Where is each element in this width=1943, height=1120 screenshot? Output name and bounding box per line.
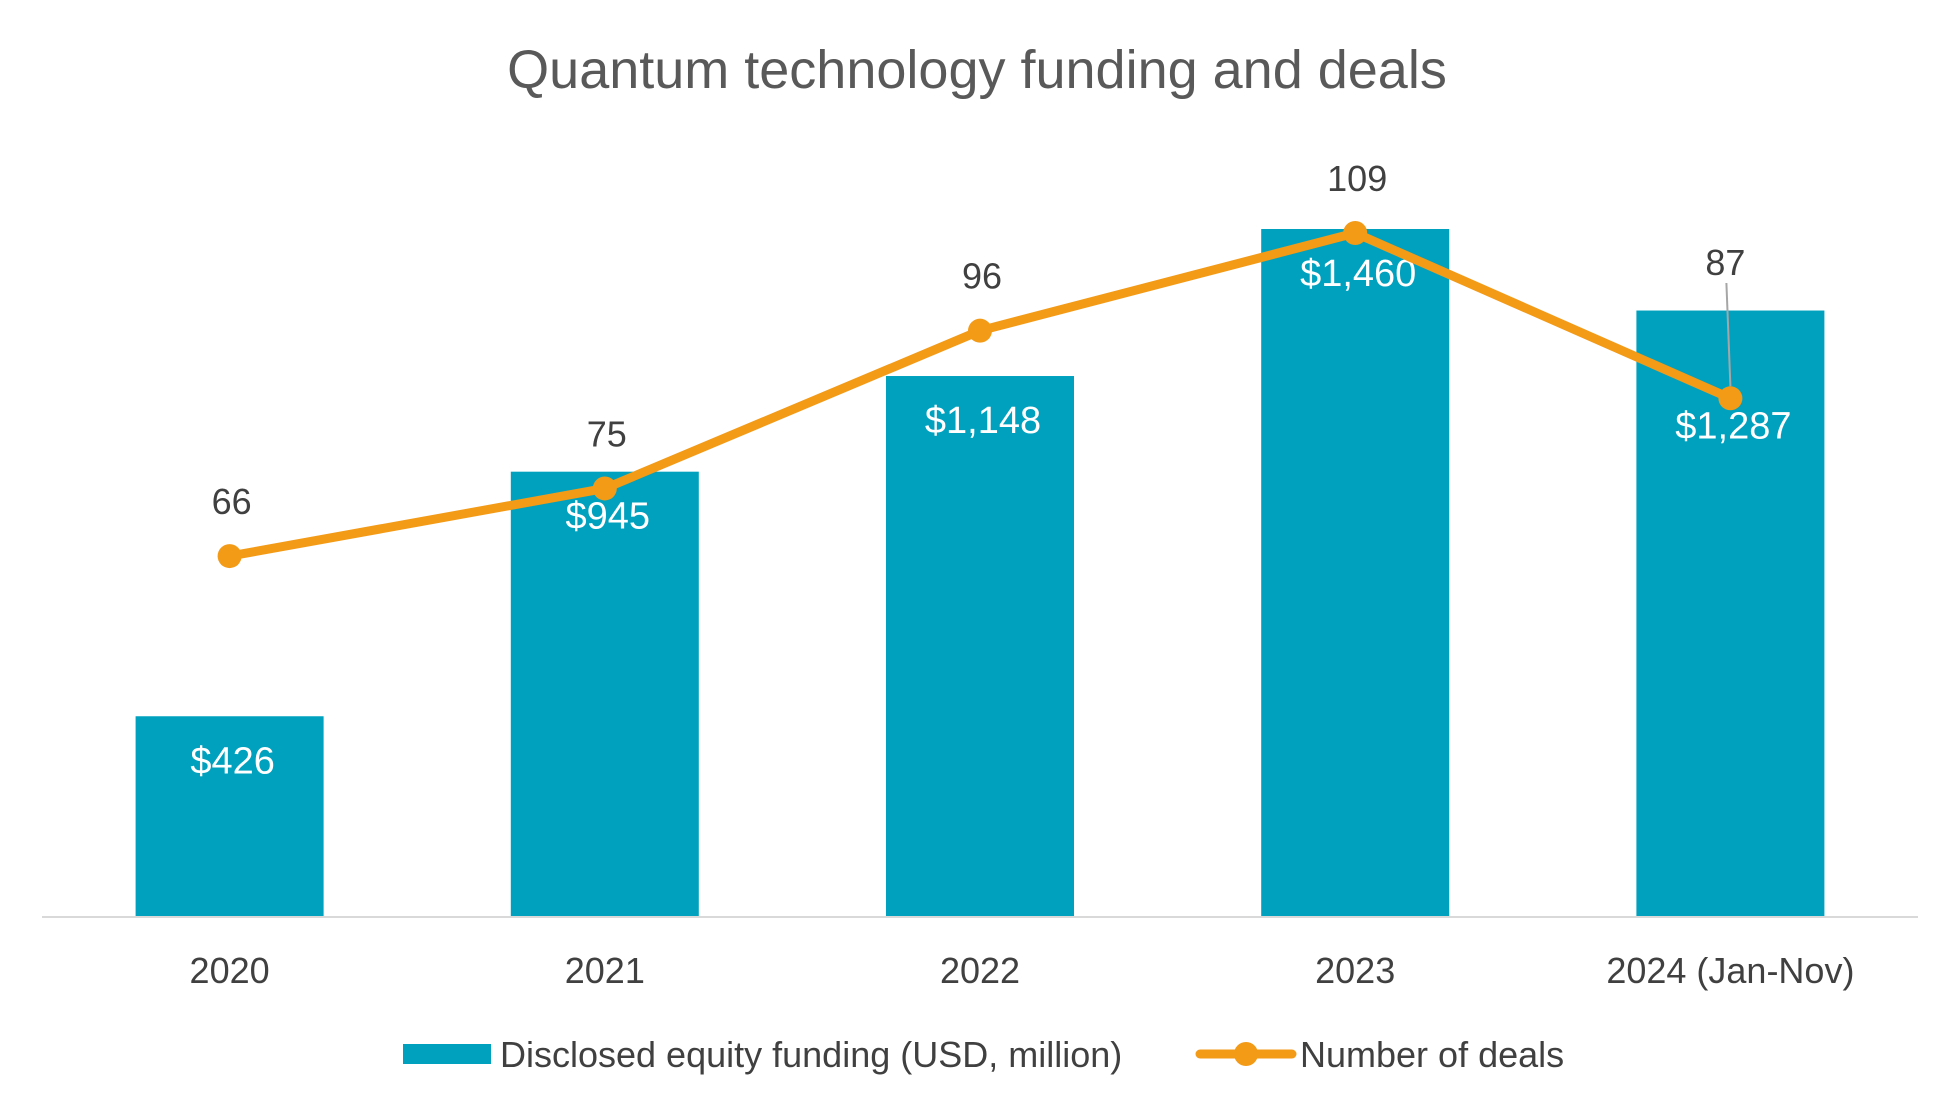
bar-funding-0	[135, 716, 324, 917]
bar-label-funding-2: $1,148	[925, 400, 1041, 442]
bar-label-funding-1: $945	[566, 496, 651, 538]
legend: Disclosed equity funding (USD, million) …	[403, 1034, 1564, 1075]
point-label-deals-3: 109	[1327, 158, 1387, 199]
bar-funding-2	[886, 376, 1074, 917]
point-label-deals-2: 96	[962, 256, 1002, 297]
point-deals-1	[592, 476, 617, 501]
point-deals-3	[1343, 221, 1368, 245]
leader-line-deals-4	[1725, 282, 1732, 387]
x-tick-label-4: 2024 (Jan-Nov)	[1606, 950, 1854, 991]
bar-label-funding-0: $426	[190, 740, 275, 782]
x-tick-label-2: 2022	[940, 950, 1020, 991]
bars-layer	[135, 229, 1825, 917]
legend-funding-label: Disclosed equity funding (USD, million)	[500, 1034, 1122, 1075]
chart-title: Quantum technology funding and deals	[507, 40, 1447, 100]
bar-funding-4	[1636, 310, 1825, 917]
point-label-deals-4: 87	[1705, 242, 1745, 283]
point-deals-0	[217, 544, 242, 569]
legend-deals-marker	[1234, 1042, 1258, 1066]
bar-funding-1	[510, 471, 699, 917]
point-deals-2	[968, 318, 992, 343]
bar-labels-layer: $426 $945 $1,148 $1,460 $1,287	[190, 253, 1791, 782]
bar-label-funding-4: $1,287	[1675, 406, 1791, 448]
legend-deals-label: Number of deals	[1300, 1034, 1564, 1075]
legend-funding-swatch	[403, 1044, 491, 1064]
point-label-deals-1: 75	[587, 413, 627, 454]
point-label-deals-0: 66	[212, 481, 252, 522]
bar-funding-3	[1261, 229, 1450, 917]
line-layer: 66 75 96 109 87	[212, 158, 1745, 569]
point-deals-4	[1718, 386, 1743, 411]
x-tick-labels: 2020 2021 2022 2023 2024 (Jan-Nov)	[190, 950, 1855, 991]
x-tick-label-1: 2021	[565, 950, 645, 991]
x-tick-label-3: 2023	[1315, 950, 1395, 991]
bar-label-funding-3: $1,460	[1300, 253, 1416, 295]
x-tick-label-0: 2020	[190, 950, 270, 991]
